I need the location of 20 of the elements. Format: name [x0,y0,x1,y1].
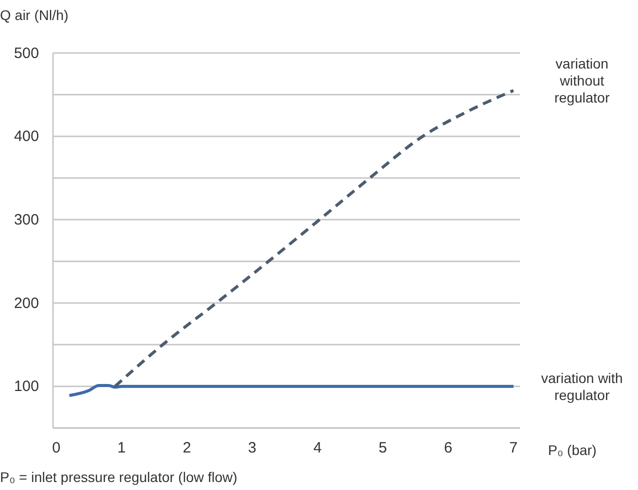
line-series [114,89,515,388]
y-tick-label: 500 [14,44,39,62]
y-tick-label: 400 [14,128,39,146]
x-axis-title: P₀ (bar) [548,442,597,458]
x-tick-label: 6 [444,440,452,457]
x-tick-label: 5 [378,440,388,457]
line-series [68,384,515,397]
x-tick-label: 1 [117,440,126,457]
y-tick-label: 100 [14,378,39,396]
series-label: variation with regulator [541,370,623,403]
y-tick-label: 300 [14,211,39,228]
x-tick-label: 2 [182,440,192,457]
x-tick-label: 4 [313,440,322,457]
text: P₀ = inlet pressure regulator (low flow) [0,469,238,485]
x-tick-label: 0 [52,440,60,457]
y-tick-label: 200 [14,294,39,312]
x-tick-label: 3 [248,440,256,457]
text: variation without regulator [554,56,610,106]
y-axis-title: Q air (Nl/h) [0,7,68,23]
x-tick-label: 7 [509,440,518,457]
